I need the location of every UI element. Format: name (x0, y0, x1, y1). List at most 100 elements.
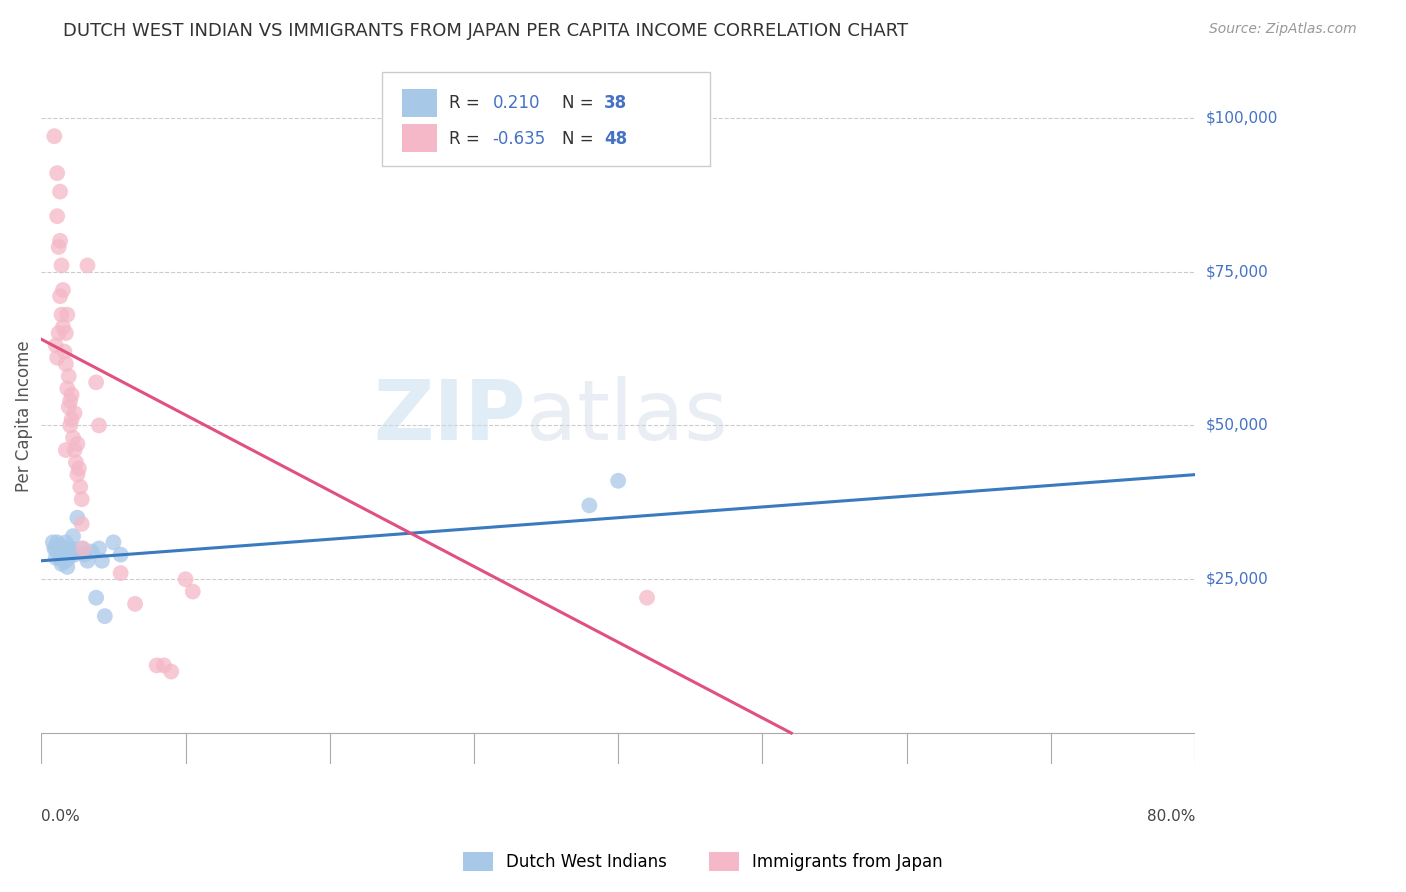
Point (53, 344, 76, 359)
Point (72, 541, 94, 556)
Point (59, 544, 82, 558)
Point (49, 550, 72, 565)
Point (87, 541, 110, 556)
Point (59, 393, 82, 408)
Point (174, 572, 197, 586)
Text: DUTCH WEST INDIAN VS IMMIGRANTS FROM JAPAN PER CAPITA INCOME CORRELATION CHART: DUTCH WEST INDIAN VS IMMIGRANTS FROM JAP… (63, 22, 908, 40)
Point (46, 535, 69, 549)
FancyBboxPatch shape (402, 124, 437, 152)
Point (70, 516, 93, 531)
Legend: Dutch West Indians, Immigrants from Japan: Dutch West Indians, Immigrants from Japa… (454, 843, 952, 880)
Point (52, 541, 75, 556)
Point (110, 566, 132, 580)
Point (84, 591, 107, 605)
Point (45, 550, 67, 565)
Text: 0.0%: 0.0% (41, 809, 80, 824)
Point (46, 209, 69, 223)
Point (145, 658, 167, 673)
Point (48, 548, 70, 562)
Text: 80.0%: 80.0% (1147, 809, 1195, 824)
Point (160, 665, 183, 679)
Point (76, 554, 98, 568)
Point (48, 326, 70, 340)
Point (80, 544, 103, 558)
Text: $50,000: $50,000 (1206, 418, 1268, 433)
Point (56, 308, 79, 322)
Point (55, 443, 77, 458)
Point (56, 560, 79, 574)
Point (45, 338, 67, 352)
Point (52, 283, 75, 297)
Point (51, 548, 73, 562)
Point (58, 550, 80, 565)
Point (69, 480, 91, 494)
Point (44, 129, 66, 144)
Point (55, 326, 77, 340)
Point (58, 541, 80, 556)
Point (62, 529, 84, 543)
Point (51, 259, 73, 273)
Point (52, 554, 75, 568)
Point (49, 234, 72, 248)
Point (55, 554, 77, 568)
Text: atlas: atlas (526, 376, 728, 457)
Text: $100,000: $100,000 (1206, 111, 1278, 125)
Point (49, 538, 72, 552)
Point (84, 376, 107, 390)
Text: Source: ZipAtlas.com: Source: ZipAtlas.com (1209, 22, 1357, 37)
Point (51, 308, 73, 322)
Point (66, 437, 89, 451)
Point (90, 554, 112, 568)
FancyBboxPatch shape (402, 89, 437, 117)
Point (46, 166, 69, 180)
Point (52, 320, 75, 334)
Point (49, 289, 72, 303)
Point (49, 185, 72, 199)
FancyBboxPatch shape (381, 72, 710, 166)
Text: 38: 38 (605, 95, 627, 112)
Point (59, 418, 82, 433)
Text: R =: R = (449, 95, 485, 112)
Point (48, 240, 70, 254)
Point (70, 492, 93, 507)
Point (76, 259, 98, 273)
Text: R =: R = (449, 130, 485, 148)
Text: N =: N = (561, 95, 599, 112)
Point (607, 474, 630, 488)
Point (63, 406, 86, 420)
Point (67, 461, 90, 475)
Point (60, 387, 83, 401)
Y-axis label: Per Capita Income: Per Capita Income (15, 341, 32, 492)
Point (45, 541, 67, 556)
Text: N =: N = (561, 130, 599, 148)
Text: -0.635: -0.635 (492, 130, 546, 148)
Point (56, 382, 79, 396)
Text: 48: 48 (605, 130, 627, 148)
Text: $75,000: $75,000 (1206, 264, 1268, 279)
Point (110, 548, 132, 562)
Text: ZIP: ZIP (374, 376, 526, 457)
Point (94, 609, 117, 624)
Point (44, 541, 66, 556)
Point (103, 535, 125, 549)
Point (87, 418, 110, 433)
Point (73, 548, 96, 562)
Point (55, 357, 77, 371)
Point (65, 455, 87, 469)
Point (58, 400, 80, 414)
Point (153, 658, 176, 673)
Point (60, 541, 83, 556)
Point (60, 412, 83, 426)
Point (58, 369, 80, 384)
Point (56, 548, 79, 562)
Point (70, 541, 93, 556)
Point (48, 541, 70, 556)
Point (124, 597, 146, 611)
Point (42, 535, 65, 549)
Point (51, 557, 73, 571)
Point (636, 591, 658, 605)
Text: $25,000: $25,000 (1206, 572, 1268, 587)
Point (63, 548, 86, 562)
Point (53, 544, 76, 558)
Point (46, 351, 69, 365)
